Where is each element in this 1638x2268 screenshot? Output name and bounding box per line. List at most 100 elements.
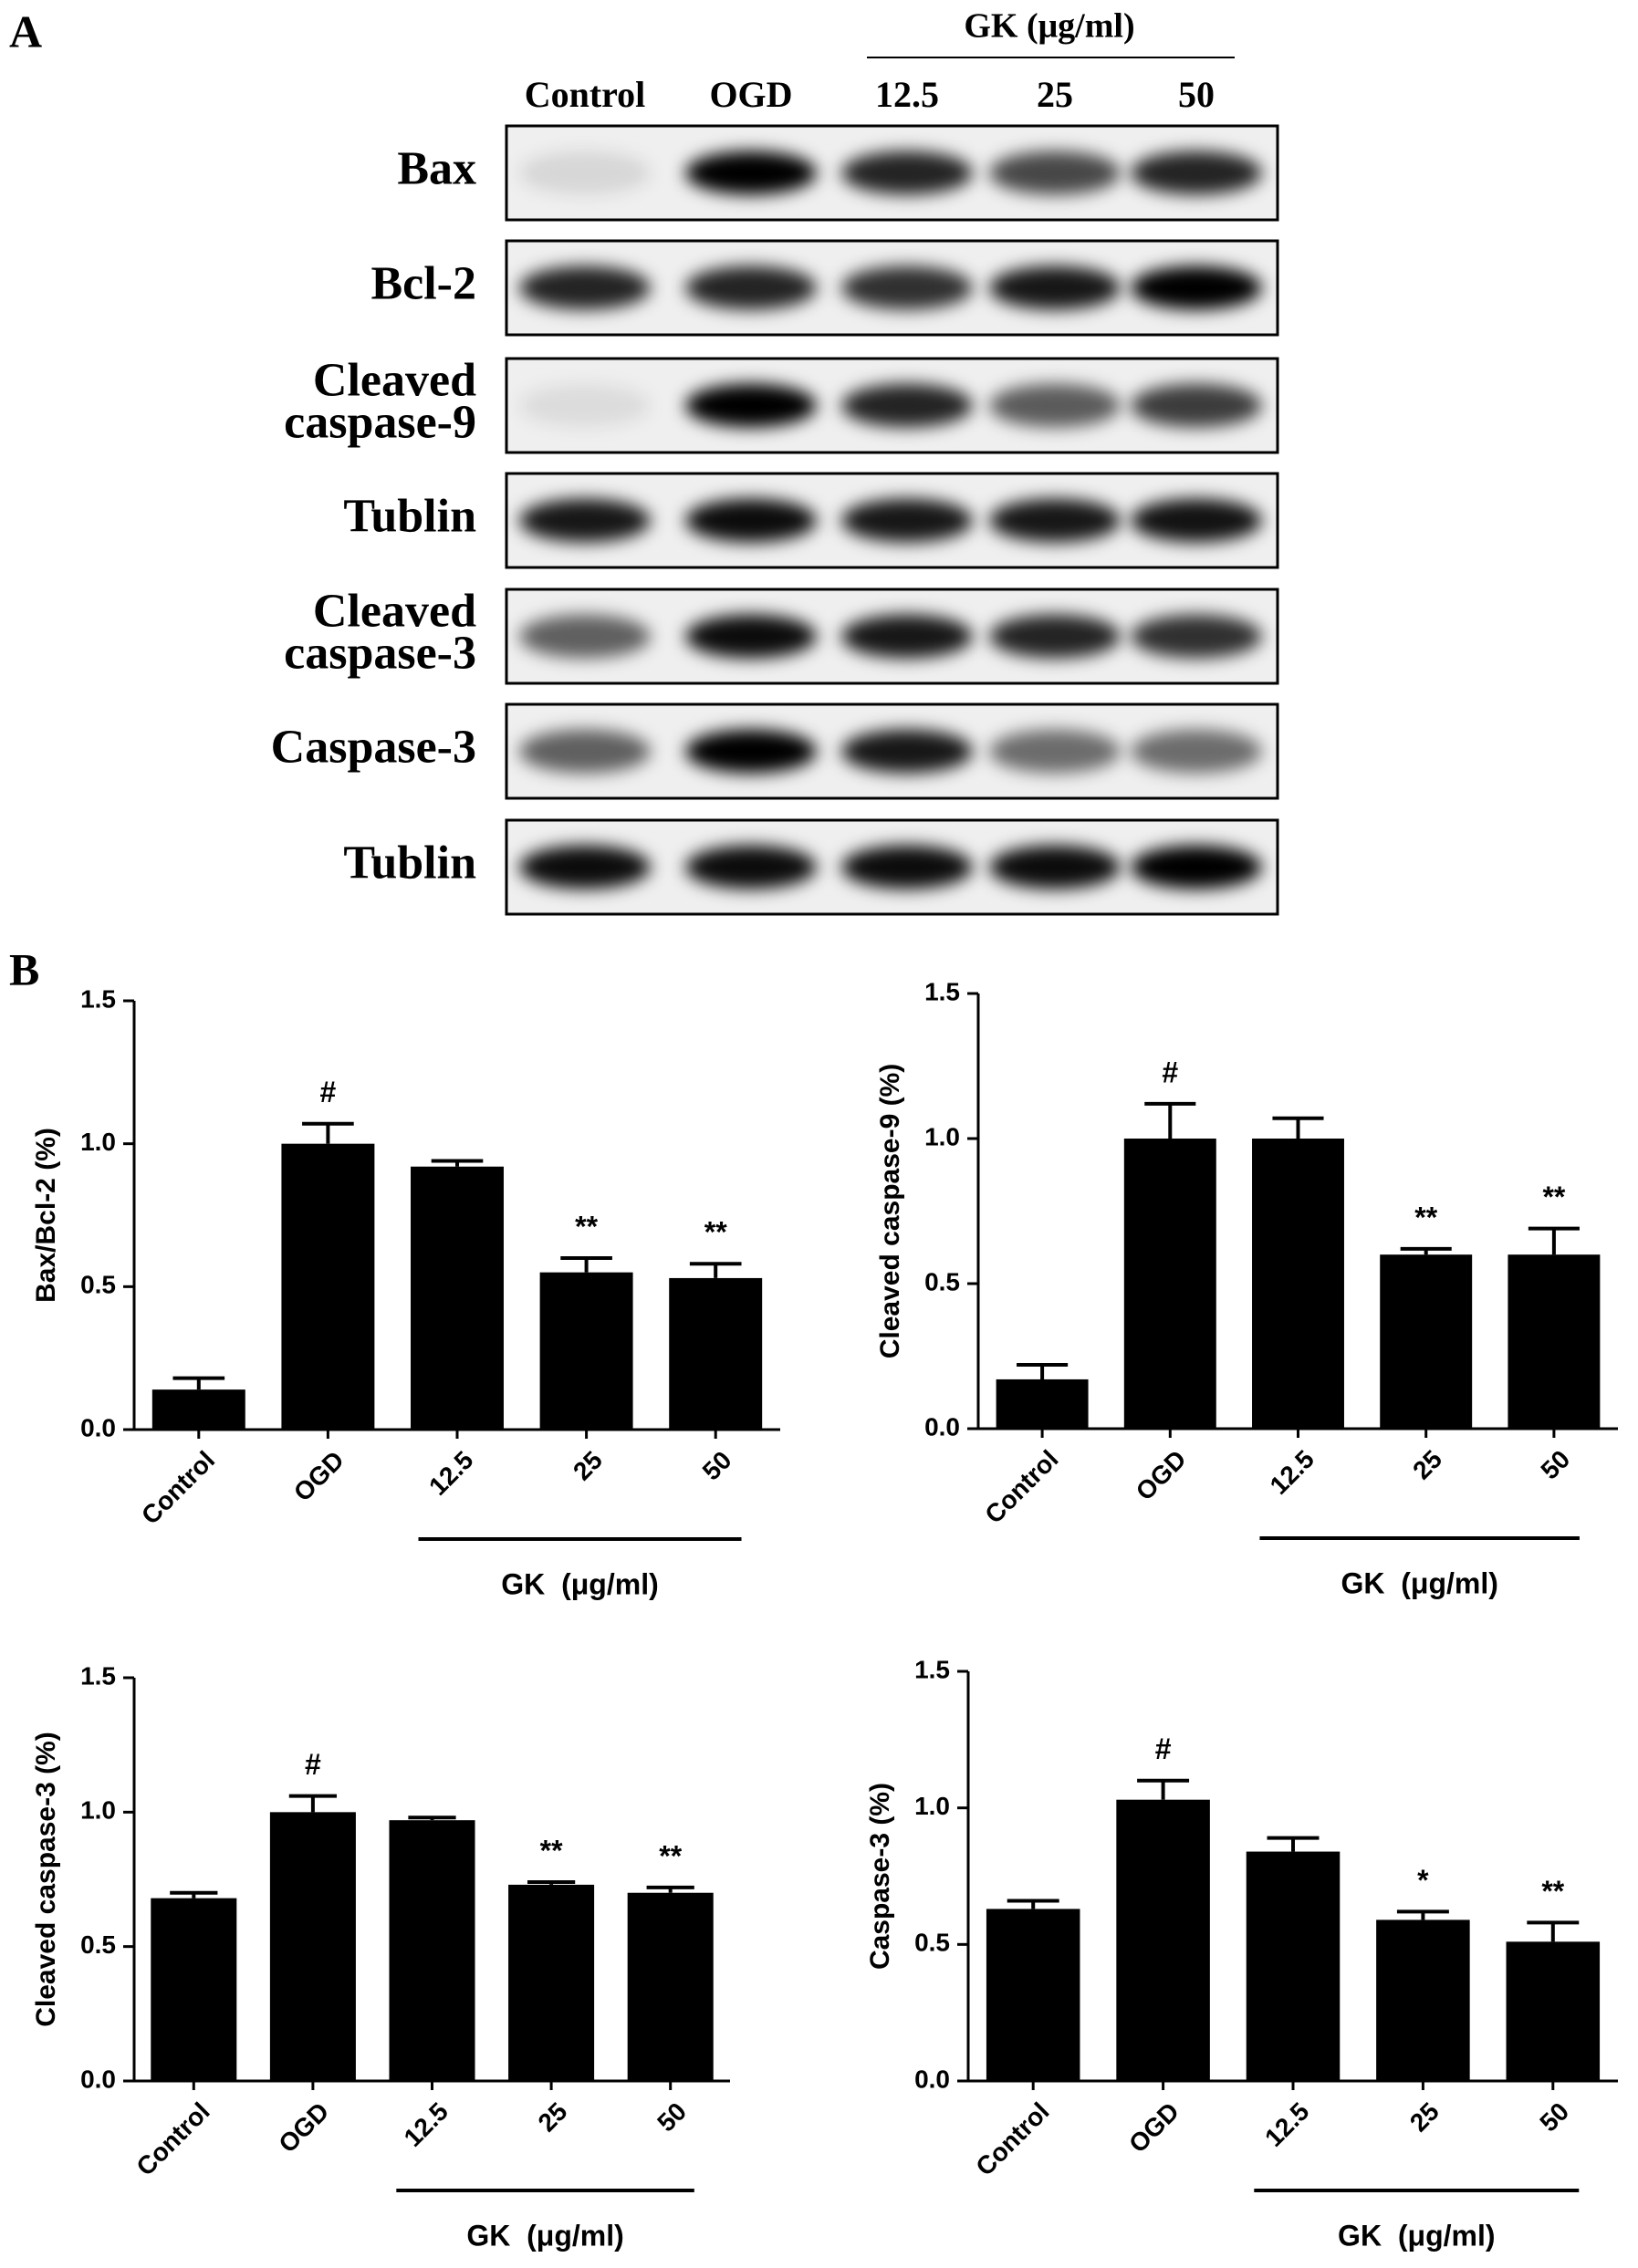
significance-marker: # — [1162, 1056, 1178, 1088]
y-tick-label: 1.5 — [914, 1655, 950, 1683]
band — [685, 498, 817, 543]
bar — [627, 1892, 714, 2081]
band — [841, 265, 973, 310]
y-tick-label: 0.0 — [80, 1413, 116, 1441]
band — [989, 265, 1121, 310]
bar — [1246, 1851, 1341, 2081]
band — [1131, 845, 1262, 890]
band — [519, 265, 651, 310]
group-label: GK (μg/ml) — [1341, 1566, 1497, 1599]
error-bar — [1144, 1101, 1196, 1139]
significance-marker: ** — [704, 1216, 727, 1249]
error-bar — [302, 1121, 354, 1144]
bar — [151, 1389, 245, 1430]
y-tick-label: 1.0 — [914, 1792, 950, 1820]
error-bar — [1017, 1363, 1069, 1379]
row-label: Cleaved — [313, 354, 476, 406]
significance-marker: ** — [1414, 1201, 1437, 1233]
band — [989, 614, 1121, 659]
y-tick-label: 0.5 — [924, 1267, 960, 1295]
x-tick-label: 12.5 — [423, 1446, 478, 1501]
band — [989, 498, 1121, 543]
x-tick-label: Control — [979, 1445, 1063, 1529]
y-tick-label: 1.0 — [80, 1128, 116, 1156]
bar — [1252, 1139, 1344, 1429]
x-tick-label: Control — [130, 2097, 214, 2181]
bar — [151, 1898, 237, 2081]
lane-label: 12.5 — [875, 74, 939, 115]
y-tick-label: 0.5 — [914, 1929, 950, 1957]
band — [685, 265, 817, 310]
band — [685, 151, 817, 195]
band — [685, 729, 817, 774]
lane-label: 50 — [1178, 74, 1215, 115]
error-bar — [408, 1815, 456, 1821]
bar — [508, 1884, 595, 2081]
x-tick-label: 50 — [697, 1446, 737, 1486]
error-bar — [1400, 1246, 1452, 1255]
band — [1131, 265, 1262, 310]
band — [519, 383, 651, 428]
x-tick-label: 25 — [1407, 1445, 1447, 1485]
band — [989, 151, 1121, 195]
significance-marker: ** — [575, 1210, 598, 1243]
bar — [269, 1812, 356, 2081]
x-tick-label: OGD — [1123, 2097, 1184, 2159]
band — [685, 614, 817, 659]
x-tick-label: Control — [136, 1446, 220, 1530]
y-tick-label: 1.5 — [924, 977, 960, 1005]
y-axis-label: Caspase-3 (%) — [865, 1783, 895, 1970]
bar — [1116, 1799, 1210, 2081]
error-bar — [527, 1879, 576, 1885]
x-tick-label: OGD — [1131, 1445, 1192, 1506]
error-bar — [170, 1890, 218, 1899]
bar — [411, 1166, 504, 1430]
error-bar — [689, 1262, 742, 1278]
error-bar — [431, 1159, 484, 1167]
lane-label: Control — [525, 74, 646, 115]
group-label: GK (μg/ml) — [1338, 2219, 1495, 2252]
x-tick-label: OGD — [288, 1446, 350, 1507]
band — [841, 845, 973, 890]
band — [519, 151, 651, 195]
band — [841, 383, 973, 428]
bar — [389, 1820, 475, 2081]
blot-group-label: GK (μg/ml) — [964, 7, 1134, 46]
lane-label: OGD — [709, 74, 792, 115]
y-axis-label: Cleaved caspase-9 (%) — [875, 1064, 905, 1359]
y-tick-label: 1.5 — [80, 984, 116, 1013]
x-tick-label: 25 — [568, 1446, 608, 1486]
y-axis-label: Cleaved caspase-3 (%) — [31, 1732, 61, 2027]
error-bar — [172, 1376, 225, 1390]
x-tick-label: Control — [970, 2097, 1054, 2181]
band — [685, 845, 817, 890]
bar — [996, 1378, 1089, 1429]
x-tick-label: 50 — [1534, 2097, 1574, 2138]
band — [989, 729, 1121, 774]
error-bar — [288, 1794, 338, 1813]
significance-marker: # — [305, 1748, 321, 1781]
band — [519, 729, 651, 774]
error-bar — [646, 1885, 694, 1893]
error-bar — [1007, 1899, 1059, 1909]
x-tick-label: 50 — [1535, 1445, 1575, 1485]
panel-label: B — [9, 943, 39, 994]
band — [841, 614, 973, 659]
band — [841, 151, 973, 195]
band — [841, 729, 973, 774]
y-tick-label: 1.0 — [924, 1122, 960, 1150]
y-tick-label: 0.5 — [80, 1930, 116, 1959]
y-tick-label: 0.5 — [80, 1271, 116, 1299]
y-axis-label: Bax/Bcl-2 (%) — [31, 1128, 61, 1303]
significance-marker: # — [320, 1076, 337, 1108]
significance-marker: * — [1417, 1864, 1429, 1897]
band — [1131, 498, 1262, 543]
error-bar — [1528, 1226, 1580, 1255]
x-tick-label: 12.5 — [1259, 2097, 1314, 2152]
error-bar — [560, 1256, 612, 1273]
band — [841, 498, 973, 543]
error-bar — [1137, 1778, 1190, 1800]
bar — [281, 1143, 375, 1430]
band — [989, 845, 1121, 890]
row-label: caspase-9 — [284, 396, 476, 448]
